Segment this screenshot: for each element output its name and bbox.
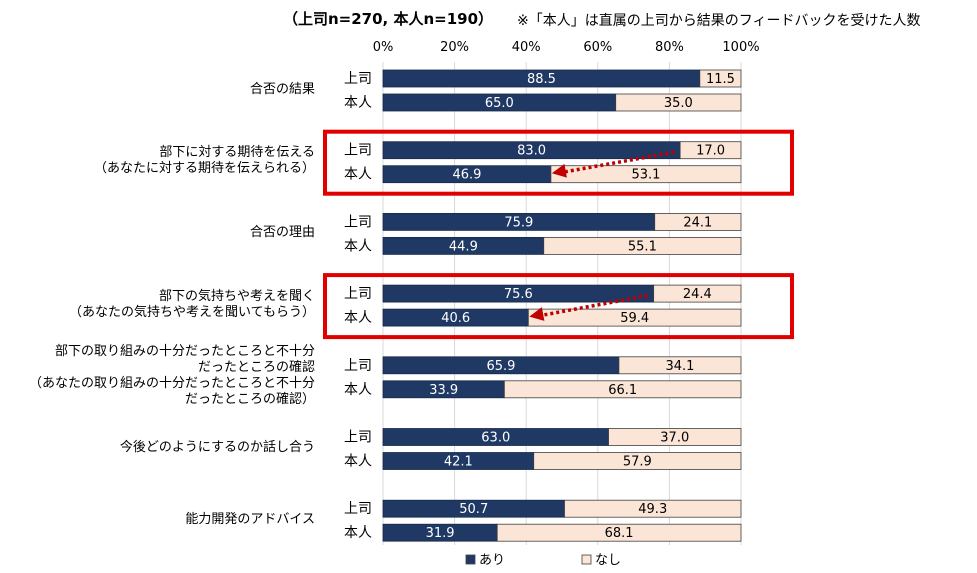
category-label-line: （あなたに対する期待を伝えられる） — [93, 161, 315, 177]
chart-subtitle: （上司n=270, 本人n=190） — [283, 10, 494, 28]
trend-arrow-head — [551, 163, 567, 178]
data-label-ari: 63.0 — [481, 431, 510, 446]
bar-nashi — [679, 141, 742, 160]
row-label: 上司 — [344, 358, 372, 374]
legend-swatch-nashi — [581, 554, 592, 565]
data-label-nashi: 11.5 — [706, 72, 735, 87]
bar-nashi — [503, 380, 742, 399]
row-label: 上司 — [344, 214, 372, 230]
category-label-line: 部下の取り組みの十分だったところと不十分 — [54, 344, 315, 360]
highlight-box — [323, 129, 794, 196]
data-label-nashi: 37.0 — [660, 431, 689, 446]
trend-arrow-head — [529, 307, 545, 321]
data-label-ari: 50.7 — [459, 502, 488, 517]
category-label-line: 合否の結果 — [249, 81, 315, 97]
category-label-line: 合否の理由 — [249, 224, 315, 240]
row-label: 本人 — [344, 454, 372, 470]
data-label-nashi: 59.4 — [620, 311, 649, 326]
data-label-nashi: 55.1 — [628, 239, 657, 254]
data-label-nashi: 53.1 — [631, 168, 660, 183]
bar-nashi — [550, 165, 742, 184]
category-label: 合否の理由 — [0, 225, 315, 241]
row-label: 本人 — [344, 382, 372, 398]
category-label-line: 能力開発のアドバイス — [185, 511, 315, 527]
data-label-nashi: 49.3 — [638, 502, 667, 517]
category-label: 能力開発のアドバイス — [0, 512, 315, 528]
data-label-nashi: 34.1 — [665, 359, 694, 374]
category-label: 今後どのようにするのか話し合う — [0, 440, 315, 456]
category-label: 合否の結果 — [0, 82, 315, 98]
row-label: 上司 — [344, 143, 372, 159]
category-label-line: 部下に対する期待を伝える — [159, 145, 315, 161]
data-label-nashi: 35.0 — [664, 96, 693, 111]
bar-nashi — [564, 499, 742, 518]
x-tick-label: 60% — [583, 40, 612, 55]
data-label-ari: 83.0 — [517, 144, 546, 159]
trend-arrow-line — [540, 293, 648, 318]
row-label: 本人 — [344, 238, 372, 254]
x-tick-label: 0% — [373, 40, 394, 55]
data-label-nashi: 66.1 — [608, 383, 637, 398]
category-label-line: （あなたの取り組みの十分だったところと不十分 — [28, 376, 315, 392]
data-label-ari: 40.6 — [441, 311, 470, 326]
row-label: 上司 — [344, 501, 372, 517]
row-label: 本人 — [344, 310, 372, 326]
row-label: 上司 — [344, 430, 372, 446]
bar-nashi — [543, 236, 742, 255]
legend-label: あり — [479, 553, 505, 568]
data-label-nashi: 68.1 — [605, 526, 634, 541]
x-tick-label: 80% — [655, 40, 684, 55]
data-label-ari: 42.1 — [444, 455, 473, 470]
trend-arrow-line — [562, 150, 675, 174]
x-tick-label: 40% — [512, 40, 541, 55]
data-label-ari: 88.5 — [527, 72, 556, 87]
x-tick-label: 20% — [440, 40, 469, 55]
row-label: 本人 — [344, 167, 372, 183]
category-label-line: 部下の気持ちや考えを聞く — [158, 288, 315, 304]
highlight-box — [323, 273, 794, 340]
bar-nashi — [618, 356, 742, 375]
category-label-line: 今後どのようにするのか話し合う — [119, 440, 315, 455]
data-label-ari: 75.6 — [504, 287, 533, 302]
chart-note: ※「本人」は直属の上司から結果のフィードバックを受けた人数 — [517, 13, 921, 29]
legend-swatch-ari — [465, 554, 476, 565]
x-tick-label: 100% — [722, 40, 759, 55]
category-label: 部下の気持ちや考えを聞く （あなたの気持ちや考えを聞いてもらう） — [0, 289, 315, 321]
legend-label: なし — [595, 553, 621, 568]
bar-nashi — [608, 428, 742, 446]
data-label-nashi: 24.1 — [683, 215, 712, 230]
category-label-line: （あなたの気持ちや考えを聞いてもらう） — [69, 304, 315, 320]
row-label: 上司 — [344, 71, 372, 87]
data-label-ari: 44.9 — [449, 239, 478, 254]
data-label-ari: 65.0 — [485, 96, 514, 111]
bar-nashi — [699, 69, 742, 88]
category-label-line: だったところの確認） — [184, 392, 315, 408]
data-label-ari: 31.9 — [426, 526, 455, 541]
row-label: 本人 — [344, 95, 372, 111]
data-label-ari: 46.9 — [452, 168, 481, 183]
bar-nashi — [653, 284, 742, 303]
row-label: 上司 — [344, 286, 372, 302]
data-label-nashi: 57.9 — [623, 455, 652, 470]
data-label-ari: 75.9 — [504, 215, 533, 230]
bar-nashi — [654, 212, 742, 231]
data-label-ari: 65.9 — [486, 359, 515, 374]
data-label-ari: 33.9 — [429, 383, 458, 398]
bar-nashi — [533, 452, 742, 470]
bar-nashi — [496, 523, 742, 542]
data-label-nashi: 24.4 — [683, 287, 712, 302]
category-label-line: だったところの確認 — [197, 360, 315, 376]
bar-nashi — [527, 308, 742, 327]
category-label: 部下に対する期待を伝える （あなたに対する期待を伝えられる） — [0, 145, 315, 177]
bar-nashi — [615, 93, 742, 112]
row-label: 本人 — [344, 525, 372, 541]
data-label-nashi: 17.0 — [696, 144, 725, 159]
category-label: 部下の取り組みの十分だったところと不十分 だったところの確認 （あなたの取り組みの十… — [0, 344, 315, 408]
